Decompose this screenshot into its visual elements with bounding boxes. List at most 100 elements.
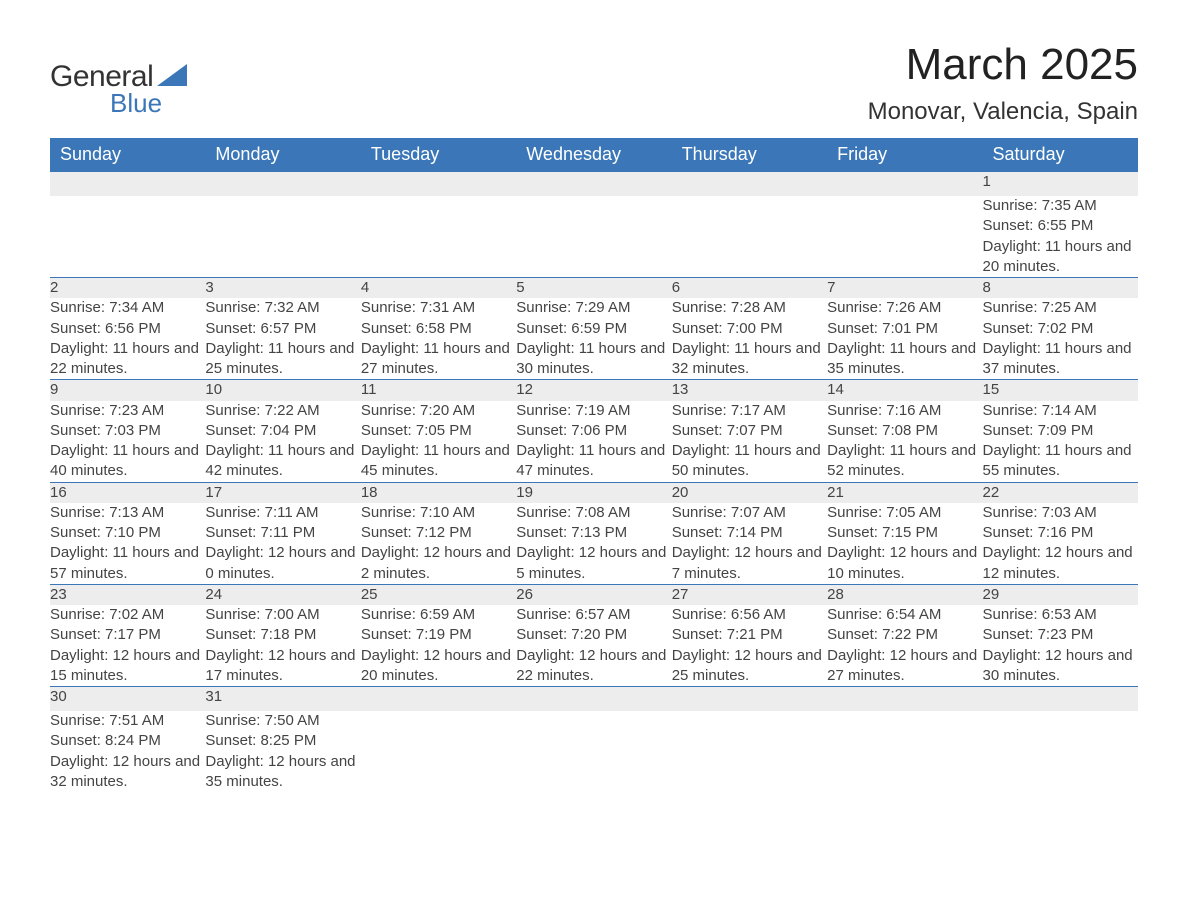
day-number: 17 — [205, 482, 360, 503]
daylight-text: Daylight: 12 hours and 7 minutes. — [672, 543, 827, 584]
daylight-text: Daylight: 11 hours and 20 minutes. — [983, 237, 1138, 278]
sunset-text: Sunset: 7:04 PM — [205, 421, 360, 441]
day-number: 9 — [50, 380, 205, 401]
empty-day-cell — [516, 711, 671, 792]
daylight-text: Daylight: 11 hours and 47 minutes. — [516, 441, 671, 482]
day-number: 7 — [827, 278, 982, 299]
sunset-text: Sunset: 7:14 PM — [672, 523, 827, 543]
sunset-text: Sunset: 7:15 PM — [827, 523, 982, 543]
day-number: 29 — [983, 584, 1138, 605]
sunset-text: Sunset: 6:59 PM — [516, 319, 671, 339]
daylight-text: Daylight: 11 hours and 55 minutes. — [983, 441, 1138, 482]
day-cell: Sunrise: 6:59 AMSunset: 7:19 PMDaylight:… — [361, 605, 516, 687]
daylight-text: Daylight: 11 hours and 27 minutes. — [361, 339, 516, 380]
logo-text-blue: Blue — [110, 88, 162, 119]
day-number: 26 — [516, 584, 671, 605]
day-number: 6 — [672, 278, 827, 299]
calendar-body: 1Sunrise: 7:35 AMSunset: 6:55 PMDaylight… — [50, 172, 1138, 793]
day-number: 5 — [516, 278, 671, 299]
sunset-text: Sunset: 7:13 PM — [516, 523, 671, 543]
daylight-text: Daylight: 12 hours and 2 minutes. — [361, 543, 516, 584]
sunset-text: Sunset: 6:55 PM — [983, 216, 1138, 236]
empty-day-cell — [983, 711, 1138, 792]
day-number: 16 — [50, 482, 205, 503]
sunset-text: Sunset: 6:57 PM — [205, 319, 360, 339]
empty-day-number — [827, 687, 982, 712]
day-number: 23 — [50, 584, 205, 605]
day-number: 25 — [361, 584, 516, 605]
empty-day-number — [361, 172, 516, 197]
sunset-text: Sunset: 8:25 PM — [205, 731, 360, 751]
weekday-header: Friday — [827, 138, 982, 172]
day-number: 19 — [516, 482, 671, 503]
day-cell: Sunrise: 7:50 AMSunset: 8:25 PMDaylight:… — [205, 711, 360, 792]
empty-day-number — [672, 687, 827, 712]
sunset-text: Sunset: 7:07 PM — [672, 421, 827, 441]
sunset-text: Sunset: 7:12 PM — [361, 523, 516, 543]
sunset-text: Sunset: 8:24 PM — [50, 731, 205, 751]
daylight-text: Daylight: 12 hours and 17 minutes. — [205, 646, 360, 687]
sunrise-text: Sunrise: 7:35 AM — [983, 196, 1138, 216]
daylight-text: Daylight: 12 hours and 15 minutes. — [50, 646, 205, 687]
daylight-text: Daylight: 12 hours and 25 minutes. — [672, 646, 827, 687]
weekday-header-row: Sunday Monday Tuesday Wednesday Thursday… — [50, 138, 1138, 172]
sunrise-text: Sunrise: 7:32 AM — [205, 298, 360, 318]
day-number: 3 — [205, 278, 360, 299]
empty-day-cell — [672, 711, 827, 792]
day-cell: Sunrise: 7:02 AMSunset: 7:17 PMDaylight:… — [50, 605, 205, 687]
daytext-row: Sunrise: 7:35 AMSunset: 6:55 PMDaylight:… — [50, 196, 1138, 278]
sunset-text: Sunset: 7:21 PM — [672, 625, 827, 645]
empty-day-cell — [361, 711, 516, 792]
day-cell: Sunrise: 7:35 AMSunset: 6:55 PMDaylight:… — [983, 196, 1138, 278]
daylight-text: Daylight: 12 hours and 30 minutes. — [983, 646, 1138, 687]
sunset-text: Sunset: 7:10 PM — [50, 523, 205, 543]
day-cell: Sunrise: 6:54 AMSunset: 7:22 PMDaylight:… — [827, 605, 982, 687]
daytext-row: Sunrise: 7:51 AMSunset: 8:24 PMDaylight:… — [50, 711, 1138, 792]
month-title: March 2025 — [868, 40, 1138, 90]
sunrise-text: Sunrise: 7:13 AM — [50, 503, 205, 523]
daynum-row: 3031 — [50, 687, 1138, 712]
day-number: 20 — [672, 482, 827, 503]
weekday-header: Tuesday — [361, 138, 516, 172]
sunrise-text: Sunrise: 7:19 AM — [516, 401, 671, 421]
empty-day-cell — [827, 196, 982, 278]
daylight-text: Daylight: 11 hours and 25 minutes. — [205, 339, 360, 380]
day-cell: Sunrise: 7:26 AMSunset: 7:01 PMDaylight:… — [827, 298, 982, 380]
daylight-text: Daylight: 12 hours and 0 minutes. — [205, 543, 360, 584]
daylight-text: Daylight: 11 hours and 50 minutes. — [672, 441, 827, 482]
daynum-row: 1 — [50, 172, 1138, 197]
sunset-text: Sunset: 7:22 PM — [827, 625, 982, 645]
daynum-row: 9101112131415 — [50, 380, 1138, 401]
weekday-header: Saturday — [983, 138, 1138, 172]
logo: General Blue — [50, 60, 187, 119]
day-number: 15 — [983, 380, 1138, 401]
sunrise-text: Sunrise: 7:25 AM — [983, 298, 1138, 318]
sunrise-text: Sunrise: 7:22 AM — [205, 401, 360, 421]
calendar-table: Sunday Monday Tuesday Wednesday Thursday… — [50, 138, 1138, 792]
day-number: 14 — [827, 380, 982, 401]
sunset-text: Sunset: 7:06 PM — [516, 421, 671, 441]
sunset-text: Sunset: 7:19 PM — [361, 625, 516, 645]
sunset-text: Sunset: 6:56 PM — [50, 319, 205, 339]
title-block: March 2025 Monovar, Valencia, Spain — [868, 40, 1138, 126]
day-number: 24 — [205, 584, 360, 605]
day-number: 18 — [361, 482, 516, 503]
day-cell: Sunrise: 7:34 AMSunset: 6:56 PMDaylight:… — [50, 298, 205, 380]
daylight-text: Daylight: 11 hours and 32 minutes. — [672, 339, 827, 380]
daynum-row: 16171819202122 — [50, 482, 1138, 503]
empty-day-number — [516, 172, 671, 197]
empty-day-cell — [516, 196, 671, 278]
day-cell: Sunrise: 7:10 AMSunset: 7:12 PMDaylight:… — [361, 503, 516, 585]
daylight-text: Daylight: 11 hours and 40 minutes. — [50, 441, 205, 482]
daylight-text: Daylight: 12 hours and 12 minutes. — [983, 543, 1138, 584]
weekday-header: Thursday — [672, 138, 827, 172]
sunrise-text: Sunrise: 7:51 AM — [50, 711, 205, 731]
empty-day-cell — [672, 196, 827, 278]
sunset-text: Sunset: 6:58 PM — [361, 319, 516, 339]
sunrise-text: Sunrise: 7:08 AM — [516, 503, 671, 523]
day-number: 22 — [983, 482, 1138, 503]
sunrise-text: Sunrise: 7:23 AM — [50, 401, 205, 421]
sunset-text: Sunset: 7:03 PM — [50, 421, 205, 441]
daylight-text: Daylight: 11 hours and 35 minutes. — [827, 339, 982, 380]
weekday-header: Sunday — [50, 138, 205, 172]
